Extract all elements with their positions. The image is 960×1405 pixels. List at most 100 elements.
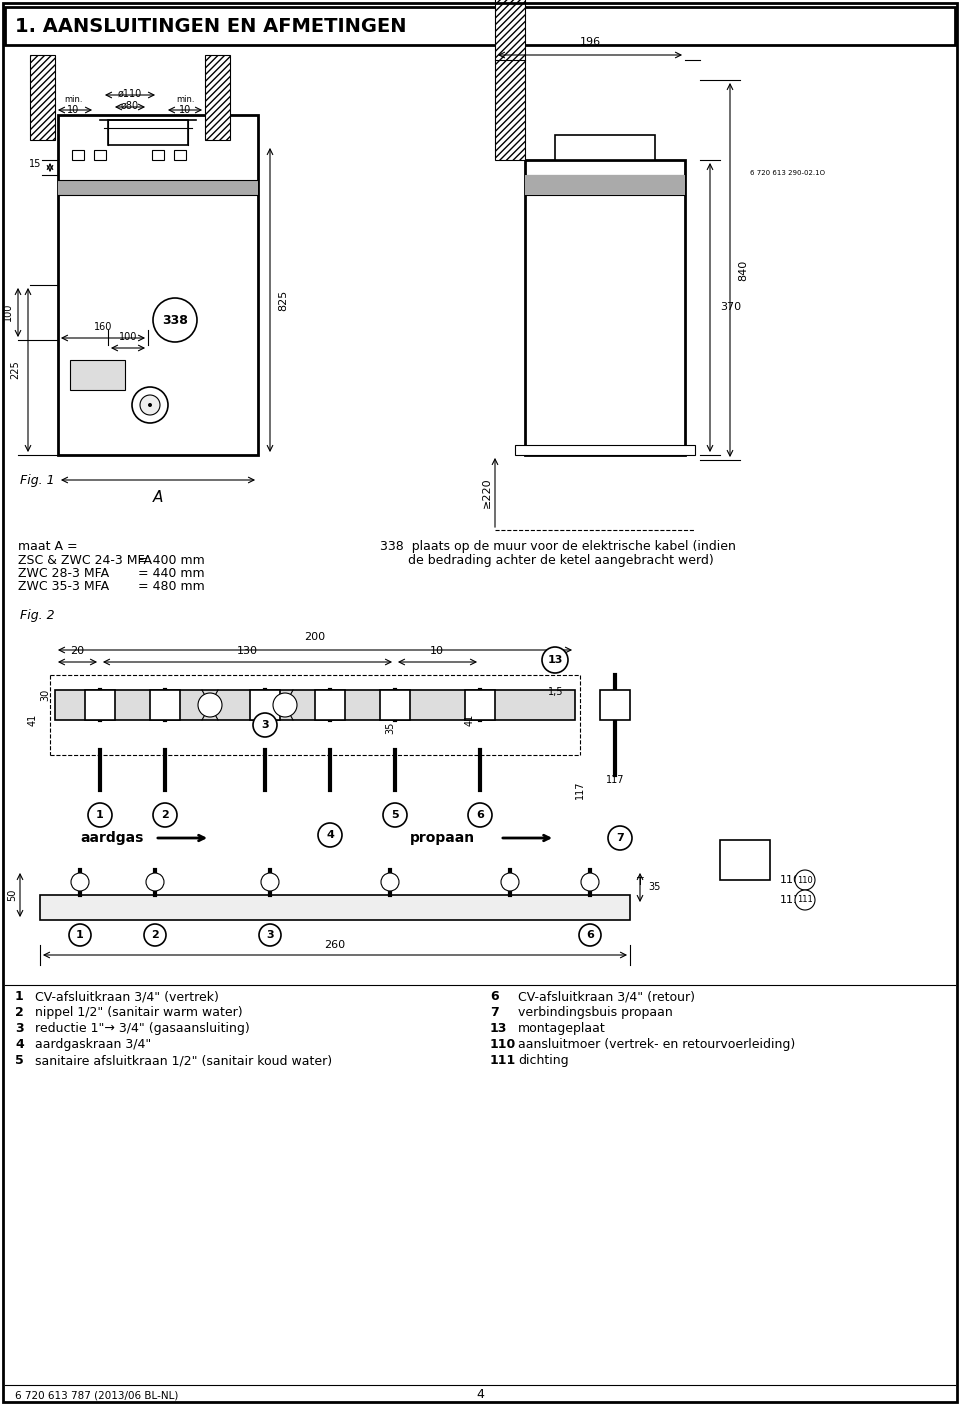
Bar [315,690,345,719]
Text: 200: 200 [304,632,325,642]
Text: 100: 100 [119,332,137,341]
Text: 100: 100 [3,303,13,322]
Text: 50: 50 [7,889,17,901]
Circle shape [383,804,407,828]
Text: 20: 20 [70,646,84,656]
Text: 338: 338 [162,313,188,326]
Text: ≥220: ≥220 [482,478,492,509]
Text: CV-afsluitkraan 3/4" (vertrek): CV-afsluitkraan 3/4" (vertrek) [35,991,219,1003]
Text: 3: 3 [15,1021,24,1035]
Text: 117: 117 [606,776,624,785]
Text: reductie 1"→ 3/4" (gasaansluiting): reductie 1"→ 3/4" (gasaansluiting) [35,1021,250,1035]
Text: 6 720 613 290-02.1O: 6 720 613 290-02.1O [750,170,825,176]
Bar [465,690,495,719]
Circle shape [146,873,164,891]
Text: min.: min. [176,96,194,104]
Text: = 440 mm: = 440 mm [138,568,204,580]
Bar [525,176,685,195]
Bar [30,55,55,140]
Bar [495,0,525,160]
Text: 41: 41 [465,714,475,726]
Text: verbindingsbuis propaan: verbindingsbuis propaan [518,1006,673,1019]
Bar [600,690,630,719]
Text: T: T [636,877,643,887]
Circle shape [259,924,281,946]
Text: 5: 5 [391,811,398,821]
Text: 110: 110 [797,875,813,885]
Bar [108,119,188,145]
Circle shape [795,889,815,910]
Bar [525,160,685,455]
Text: maat A =: maat A = [18,540,78,554]
Text: sanitaire afsluitkraan 1/2" (sanitair koud water): sanitaire afsluitkraan 1/2" (sanitair ko… [35,1054,332,1066]
Text: 2: 2 [15,1006,24,1019]
Bar [58,115,258,455]
Text: 4: 4 [326,830,334,840]
Text: 110: 110 [490,1038,516,1051]
Bar [40,895,630,920]
Text: 196: 196 [580,37,601,46]
Text: ZSC & ZWC 24-3 MFA: ZSC & ZWC 24-3 MFA [18,554,152,568]
Text: 10: 10 [67,105,79,115]
Bar [94,150,106,160]
Bar [515,445,695,455]
Circle shape [253,712,277,738]
Text: min.: min. [63,96,83,104]
Text: 225: 225 [10,361,20,379]
Text: Fig. 1: Fig. 1 [20,473,55,486]
Text: 13: 13 [547,655,563,665]
Text: ø80: ø80 [121,101,139,111]
Bar [150,690,180,719]
Text: = 400 mm: = 400 mm [138,554,204,568]
Circle shape [579,924,601,946]
Circle shape [88,804,112,828]
Text: aansluitmoer (vertrek- en retourvoerleiding): aansluitmoer (vertrek- en retourvoerleid… [518,1038,795,1051]
Circle shape [318,823,342,847]
Circle shape [132,386,168,423]
Bar [152,150,164,160]
Text: 7: 7 [616,833,624,843]
Text: 6: 6 [490,991,498,1003]
Text: 6: 6 [586,930,594,940]
Text: ZWC 35-3 MFA: ZWC 35-3 MFA [18,580,109,593]
Circle shape [581,873,599,891]
Bar [55,690,575,719]
Text: 111: 111 [780,895,801,905]
Text: 840: 840 [738,260,748,281]
Text: de bedrading achter de ketel aangebracht werd): de bedrading achter de ketel aangebracht… [408,554,713,568]
Text: A: A [153,490,163,504]
Text: aardgas: aardgas [80,830,143,844]
Text: 1: 1 [15,991,24,1003]
Circle shape [468,804,492,828]
Text: 1. AANSLUITINGEN EN AFMETINGEN: 1. AANSLUITINGEN EN AFMETINGEN [15,17,406,35]
Text: 130: 130 [236,646,257,656]
Circle shape [140,395,160,414]
Text: 3: 3 [266,930,274,940]
Text: 35: 35 [385,722,395,735]
Text: CV-afsluitkraan 3/4" (retour): CV-afsluitkraan 3/4" (retour) [518,991,695,1003]
Text: dichting: dichting [518,1054,568,1066]
Circle shape [261,873,279,891]
Bar [58,180,258,195]
Text: 110: 110 [780,875,801,885]
Text: montageplaat: montageplaat [518,1021,606,1035]
Text: 2: 2 [151,930,158,940]
Bar [85,690,115,719]
Circle shape [273,693,297,717]
Circle shape [501,873,519,891]
Circle shape [153,298,197,341]
Text: 4: 4 [476,1388,484,1402]
Circle shape [69,924,91,946]
Text: 6 720 613 787 (2013/06 BL-NL): 6 720 613 787 (2013/06 BL-NL) [15,1390,179,1399]
Text: 4: 4 [15,1038,24,1051]
Text: propaan: propaan [410,830,475,844]
Text: 7: 7 [490,1006,499,1019]
Bar [70,360,125,391]
Text: 111: 111 [490,1054,516,1066]
Circle shape [71,873,89,891]
Text: 338  plaats op de muur voor de elektrische kabel (indien: 338 plaats op de muur voor de elektrisch… [380,540,736,554]
Text: 10: 10 [430,646,444,656]
Text: 13: 13 [490,1021,508,1035]
Circle shape [148,403,152,407]
Text: ø110: ø110 [118,89,142,98]
